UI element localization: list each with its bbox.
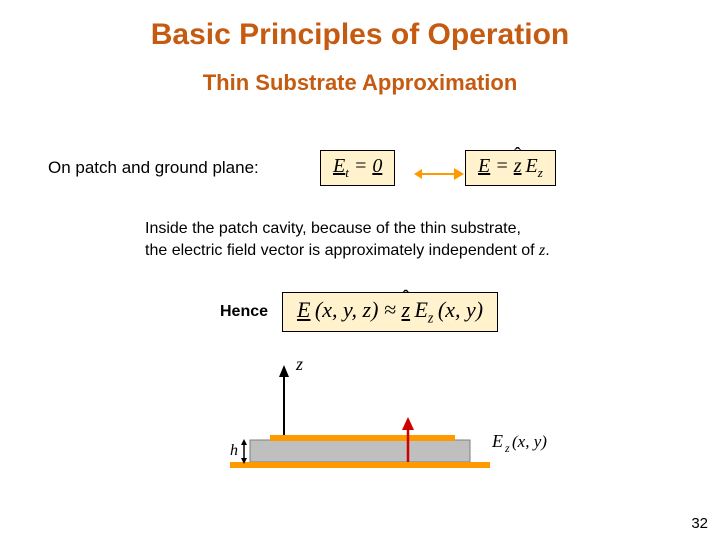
line1-label: On patch and ground plane: [48,158,259,178]
ez-label: E [491,431,503,451]
subtitle: Thin Substrate Approximation [0,70,720,96]
ez-sub: z [504,441,510,455]
diagram-svg: z h E z (x, y) [230,355,590,495]
diagram: z h E z (x, y) [230,355,590,495]
hence-label: Hence [220,303,268,321]
slide-title: Basic Principles of Operation [0,0,720,52]
patch [270,435,455,441]
hence-row: Hence E (x, y, z) ≈ z Ez (x, y) [220,292,498,332]
ez-args: (x, y) [512,432,547,451]
body-line2a: the electric field vector is approximate… [145,242,539,259]
h-label: h [230,442,238,459]
eq-box-main: E (x, y, z) ≈ z Ez (x, y) [282,292,498,332]
eq-box-et: Et = 0 [320,150,395,186]
implies-arrow [410,162,468,180]
line1: On patch and ground plane: [48,158,259,178]
body-line1: Inside the patch cavity, because of the … [145,220,521,237]
body-line2b: . [545,242,549,259]
z-label: z [295,355,303,374]
eq-box-e: E = z Ez [465,150,556,186]
ground-plane [230,462,490,468]
page-number: 32 [691,515,708,532]
body-text: Inside the patch cavity, because of the … [145,218,550,261]
substrate [250,440,470,462]
